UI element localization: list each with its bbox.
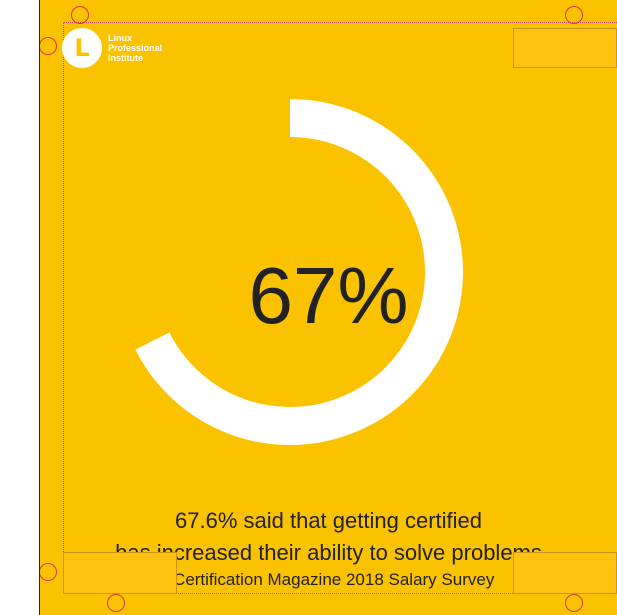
- infographic-canvas: L Linux Professional Institute 67% 67.6%…: [39, 0, 617, 615]
- selection-handle-left-upper[interactable]: [39, 37, 57, 55]
- selection-handle-left-lower[interactable]: [39, 563, 57, 581]
- big-percent: 67%: [40, 250, 617, 342]
- placeholder-box-bottom-right[interactable]: [513, 552, 617, 594]
- selection-handle-top-right[interactable]: [565, 6, 583, 24]
- selection-handle-bottom-left[interactable]: [107, 594, 125, 612]
- selection-handle-bottom-right[interactable]: [565, 594, 583, 612]
- caption-line-1: 67.6% said that getting certified: [40, 508, 617, 534]
- placeholder-box-top-right[interactable]: [513, 28, 617, 68]
- selection-handle-top-left[interactable]: [71, 6, 89, 24]
- placeholder-box-bottom-left[interactable]: [63, 552, 177, 594]
